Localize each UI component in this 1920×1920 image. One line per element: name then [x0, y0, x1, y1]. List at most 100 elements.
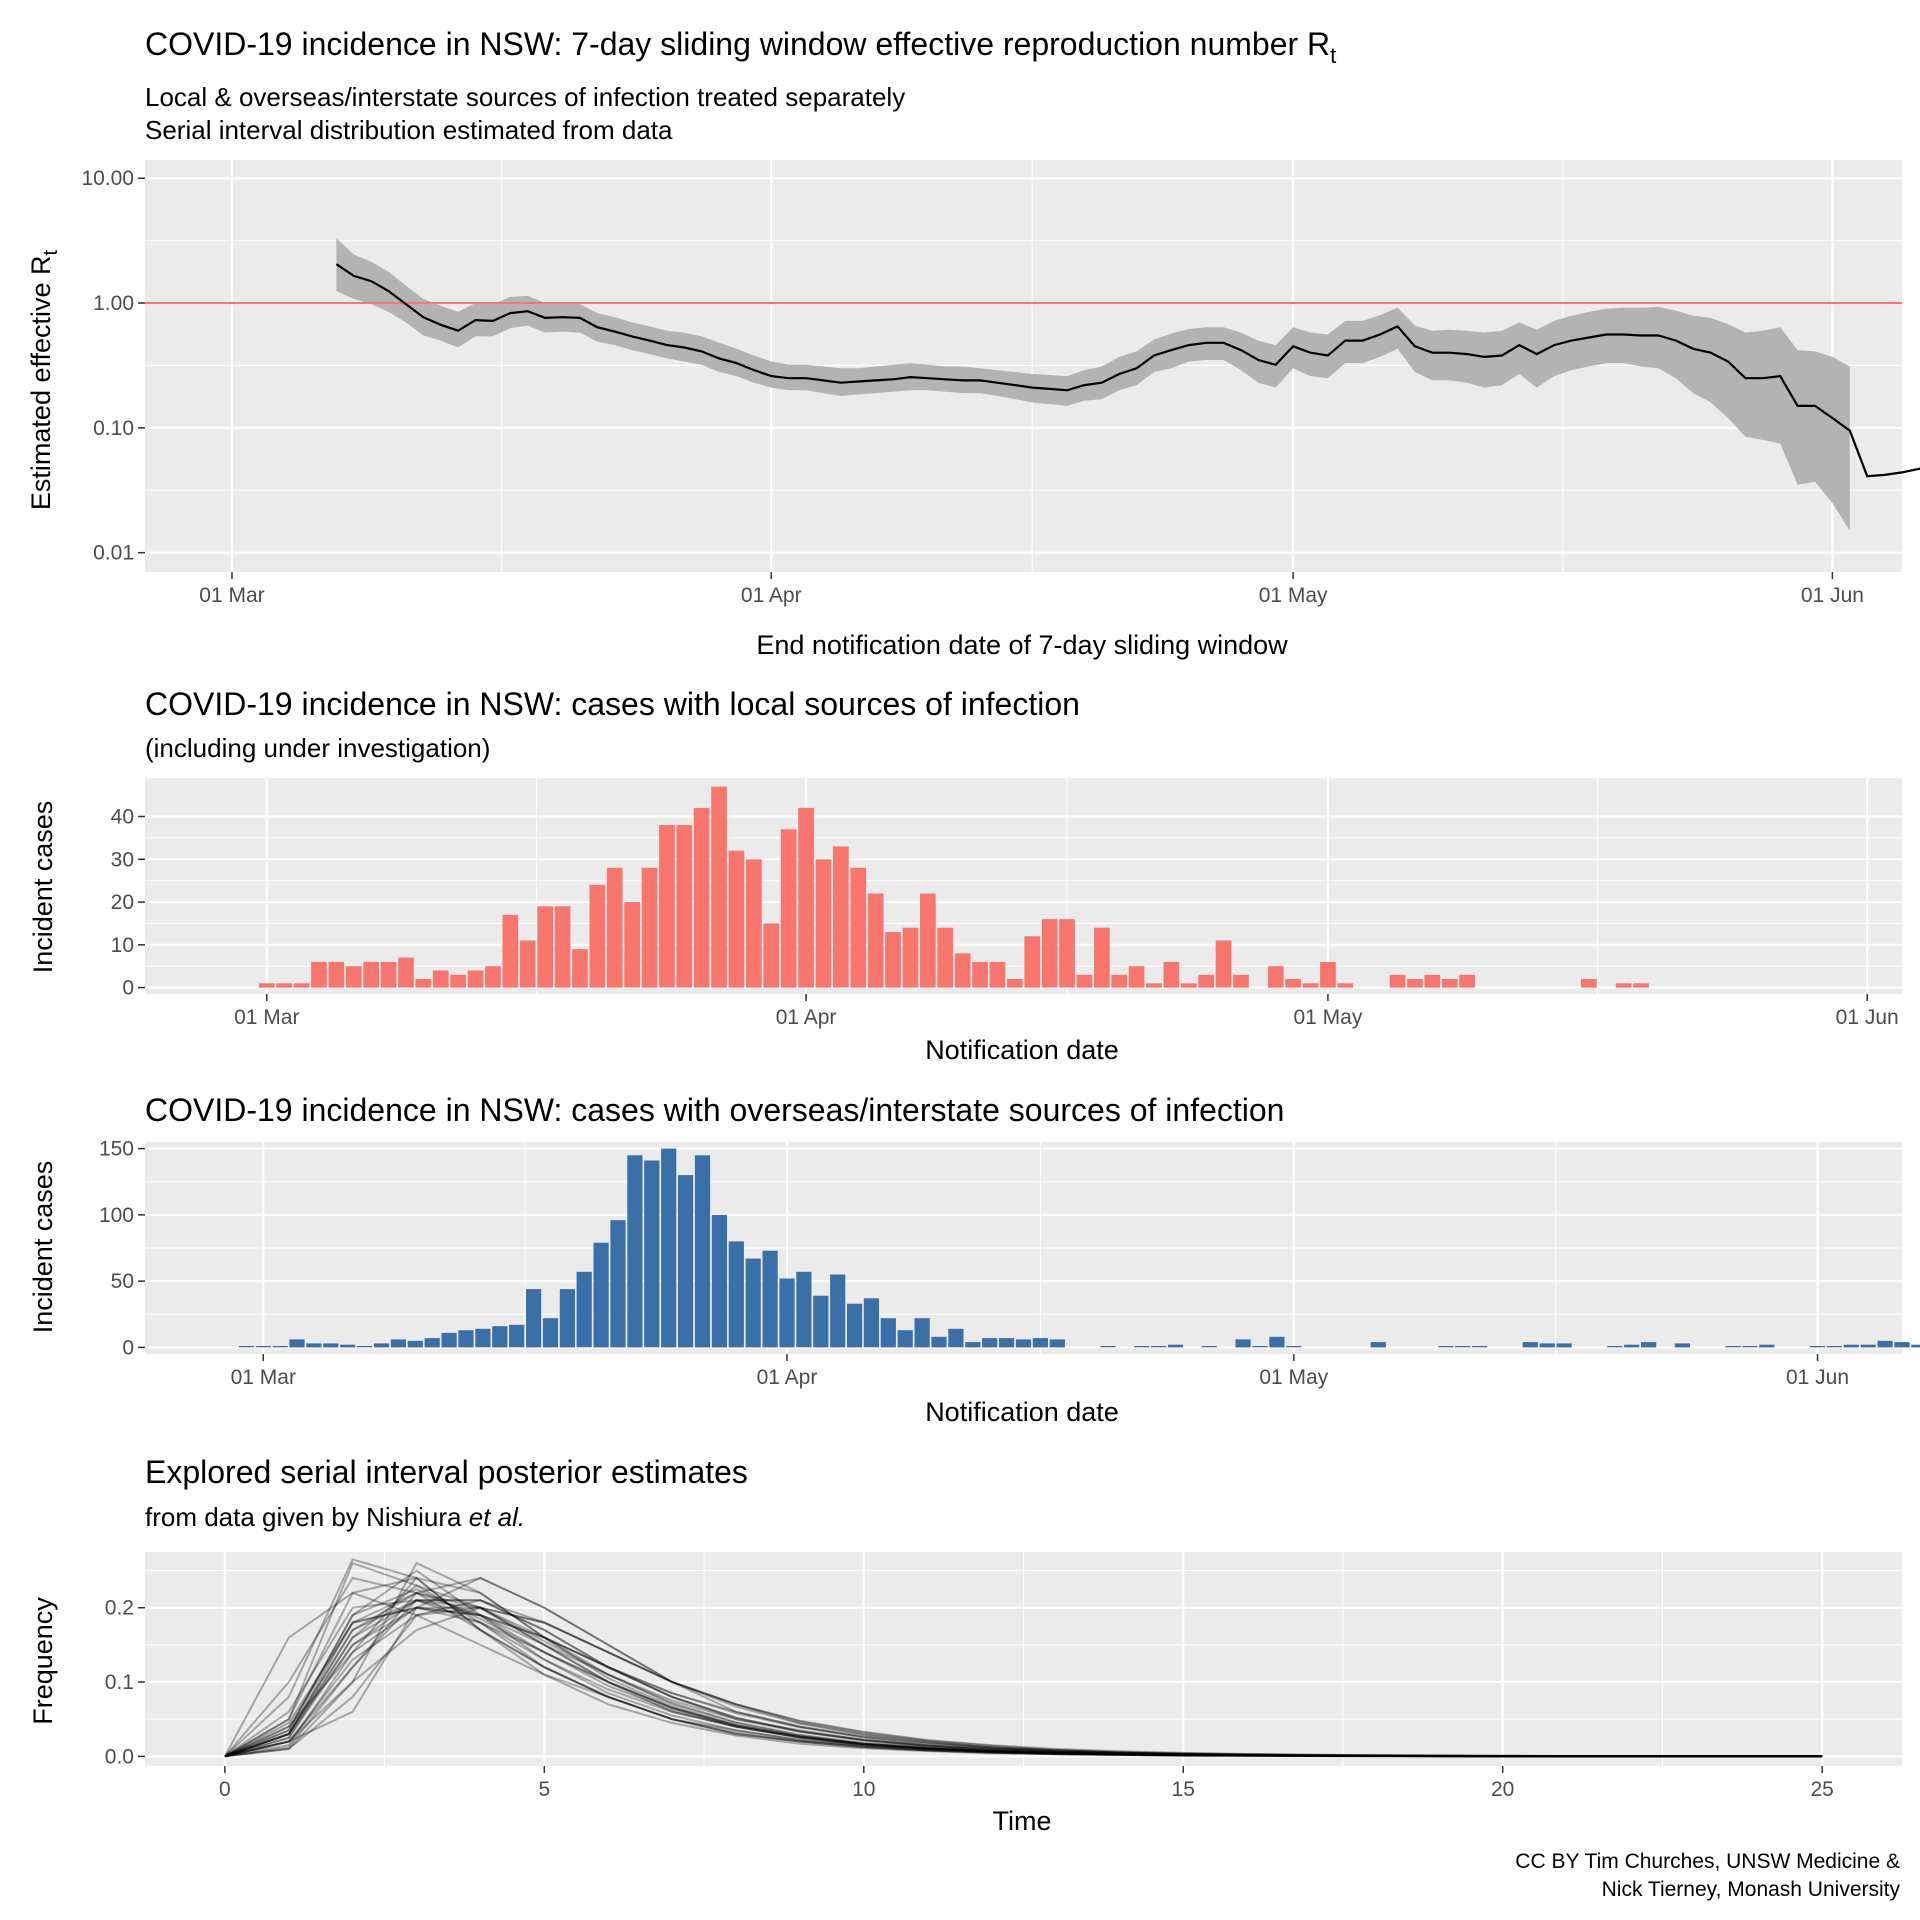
overseas-case-bar	[1455, 1346, 1471, 1348]
local-case-bar	[885, 932, 901, 988]
overseas-case-bar	[1472, 1346, 1488, 1348]
local-case-bar	[1441, 979, 1458, 988]
overseas-case-bar	[1370, 1342, 1386, 1348]
y-tick-label: 0	[122, 1336, 134, 1359]
local-case-bar	[328, 961, 345, 988]
local-case-bar	[1076, 974, 1093, 988]
local-case-bar	[572, 949, 588, 988]
overseas-case-bar	[728, 1241, 744, 1348]
local-case-bar	[711, 786, 727, 988]
overseas-case-bar	[1674, 1343, 1690, 1348]
x-tick-label: 0	[219, 1778, 231, 1801]
rt-chart-title: COVID-19 incidence in NSW: 7-day sliding…	[145, 26, 1336, 68]
serial-plot-area: 0.0 0.1 0.2 0 5 10 15 20 25	[105, 1552, 1902, 1801]
local-case-bar	[345, 966, 362, 988]
x-tick-label: 25	[1810, 1778, 1833, 1801]
rt-estimate-line	[335, 263, 1920, 478]
overseas-case-bar	[1641, 1342, 1657, 1348]
local-case-bar	[972, 961, 988, 988]
overseas-case-bar	[1438, 1346, 1454, 1348]
y-tick-label: 20	[111, 891, 134, 914]
x-tick-label: 5	[538, 1778, 550, 1801]
local-case-bar	[1041, 919, 1058, 988]
serial-interval-posterior-line	[224, 1591, 1823, 1758]
overseas-case-bar	[1860, 1344, 1876, 1348]
local-case-bar	[450, 974, 466, 988]
serial-interval-posterior-line	[224, 1576, 1823, 1758]
local-case-bar	[502, 914, 519, 988]
local-case-bar	[937, 927, 954, 988]
y-tick-label: 30	[111, 848, 134, 871]
local-case-bar	[415, 979, 432, 988]
overseas-case-bar	[559, 1289, 575, 1348]
serial-interval-posterior-line	[224, 1606, 1823, 1758]
local-case-bar	[1128, 966, 1145, 988]
serial-interval-posterior-line	[224, 1558, 1823, 1758]
serial-interval-chart: Explored serial interval posterior estim…	[28, 1454, 1902, 1836]
local-x-axis-label: Notification date	[925, 1035, 1119, 1065]
overseas-case-bar	[610, 1220, 626, 1348]
local-case-bar	[746, 859, 762, 988]
local-case-bar	[902, 927, 919, 988]
x-tick-label: 15	[1172, 1778, 1195, 1801]
overseas-case-bar	[847, 1303, 863, 1348]
overseas-case-bar	[661, 1148, 677, 1348]
overseas-case-bar	[1843, 1344, 1859, 1348]
overseas-case-bar	[1556, 1343, 1572, 1348]
local-case-bar	[867, 893, 884, 988]
x-tick-label: 01 Apr	[776, 1006, 837, 1029]
overseas-case-bar	[1742, 1346, 1758, 1348]
local-case-bar	[780, 829, 797, 988]
local-case-bar	[467, 970, 484, 988]
local-plot-area: 0 10 20 30 40 01 Mar 01 Apr 01 May 01 Jun	[111, 778, 1902, 1029]
y-tick-label: 0.1	[105, 1671, 134, 1694]
serial-interval-posterior-line	[224, 1576, 1823, 1758]
overseas-case-bar	[1911, 1344, 1920, 1348]
overseas-case-bar	[475, 1328, 491, 1348]
overseas-case-bar	[1725, 1346, 1741, 1348]
overseas-case-bar	[373, 1343, 390, 1348]
overseas-case-bar	[897, 1330, 913, 1348]
x-tick-label: 01 Mar	[231, 1366, 296, 1389]
serial-interval-posterior-line	[224, 1606, 1823, 1758]
overseas-case-bar	[1624, 1344, 1640, 1348]
serial-interval-posterior-line	[224, 1599, 1823, 1758]
y-tick-label: 1.00	[93, 292, 134, 315]
x-tick-label: 01 May	[1293, 1006, 1362, 1029]
rt-x-axis-label: End notification date of 7-day sliding w…	[756, 630, 1288, 660]
local-case-bar	[1389, 974, 1406, 988]
serial-x-axis-label: Time	[993, 1806, 1052, 1836]
overseas-case-bar	[492, 1326, 508, 1348]
local-case-bar	[537, 906, 553, 988]
local-case-bar	[432, 970, 449, 988]
overseas-case-bar	[593, 1242, 609, 1348]
local-case-bar	[659, 825, 675, 988]
local-case-bar	[1407, 979, 1423, 988]
overseas-case-bar	[306, 1343, 322, 1348]
local-case-bar	[380, 961, 397, 988]
overseas-case-bar	[1809, 1346, 1826, 1348]
local-case-bar	[989, 961, 1006, 988]
x-tick-label: 01 Jun	[1836, 1006, 1899, 1029]
x-tick-label: 01 May	[1259, 1366, 1328, 1389]
overseas-case-bar	[542, 1318, 559, 1348]
local-case-bar	[554, 906, 571, 988]
y-tick-label: 10.00	[81, 167, 134, 190]
serial-interval-posterior-line	[224, 1599, 1823, 1758]
local-case-bar	[1024, 936, 1041, 988]
overseas-case-bar	[1134, 1346, 1150, 1348]
overseas-case-bar	[1015, 1339, 1032, 1348]
local-case-bar	[589, 884, 606, 988]
local-case-bar	[1633, 983, 1649, 988]
overseas-case-bar	[745, 1258, 761, 1348]
local-case-bar	[1615, 983, 1632, 988]
overseas-case-bar	[576, 1271, 592, 1348]
overseas-case-bar	[678, 1175, 694, 1348]
y-tick-label: 0.01	[93, 542, 134, 565]
local-case-bar	[258, 983, 275, 988]
local-case-bar	[519, 940, 536, 988]
local-case-bar	[1267, 966, 1284, 988]
local-case-bar	[1459, 974, 1475, 988]
overseas-case-bar	[526, 1289, 542, 1348]
rt-plot-area: 0.01 0.10 1.00 10.00 01 Mar 01 Apr 01 May 01 Ju…	[81, 160, 1920, 607]
